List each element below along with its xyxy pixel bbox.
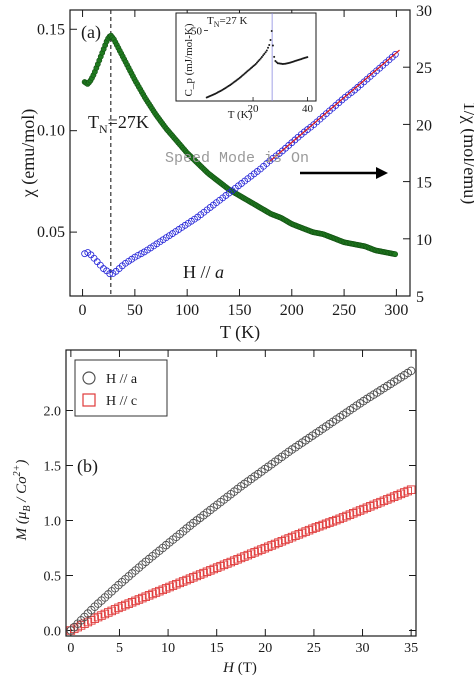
panel-a-series bbox=[81, 32, 400, 278]
x-tick-label: 250 bbox=[332, 302, 356, 319]
b-y-tick-label: 0.0 bbox=[44, 625, 62, 640]
curie-weiss-fit-line bbox=[268, 49, 400, 163]
heat-capacity-point bbox=[258, 58, 261, 61]
y-tick-label: 0.10 bbox=[37, 123, 65, 140]
inset-x-label: T (K) bbox=[228, 109, 253, 121]
b-y-tick-label: 2.0 bbox=[44, 405, 62, 420]
inset-y-tick-label: 50 bbox=[191, 26, 203, 38]
panel-b: (b) 0 5 10 15 20 25 30 35 0.0 0.5 1.0 1.5 2.0 H // a… bbox=[12, 349, 418, 676]
y2-tick-label: 20 bbox=[416, 117, 432, 134]
legend-marker-circle bbox=[82, 371, 96, 385]
h-parallel-a-point bbox=[406, 366, 416, 376]
legend-marker-square bbox=[82, 393, 96, 407]
panel-a-label: (a) bbox=[81, 22, 101, 43]
heat-capacity-point bbox=[270, 30, 273, 33]
b-x-tick-label: 5 bbox=[116, 641, 123, 656]
b-x-tick-label: 25 bbox=[307, 641, 321, 656]
b-x-tick-label: 10 bbox=[161, 641, 175, 656]
heat-capacity-point bbox=[259, 57, 262, 60]
heat-capacity-point bbox=[268, 43, 271, 46]
heat-capacity-point bbox=[256, 61, 259, 64]
heat-capacity-point bbox=[264, 51, 267, 54]
heat-capacity-point bbox=[267, 46, 270, 49]
panel-a-frame bbox=[69, 9, 411, 297]
b-x-tick-label: 20 bbox=[258, 641, 272, 656]
inset-x-tick-label: 20 bbox=[248, 103, 260, 115]
inset-ticks: 20 40 50 bbox=[191, 13, 314, 115]
heat-capacity-point bbox=[269, 38, 272, 41]
x-tick-label: 0 bbox=[79, 302, 87, 319]
y-tick-label: 0.15 bbox=[37, 21, 65, 38]
panel-a-ticks: 0 50 100 150 200 250 300 0.05 0.10 0.15 5 10 15 20 25 3… bbox=[37, 3, 432, 319]
inverse-chi-point bbox=[391, 50, 399, 58]
x-tick-label: 50 bbox=[127, 302, 143, 319]
heat-capacity-point bbox=[257, 60, 260, 63]
panel-a-y2-label: 1/χ (mol/emu) bbox=[459, 102, 474, 204]
inset-frame bbox=[175, 12, 317, 102]
y2-tick-label: 10 bbox=[416, 232, 432, 249]
field-annotation-a: H // a bbox=[183, 262, 224, 282]
legend-entry-a: H // a bbox=[106, 372, 138, 387]
heat-capacity-point bbox=[263, 52, 266, 55]
inset-tn-annotation: TN=27 K bbox=[207, 15, 247, 29]
panel-b-legend: H // a H // c bbox=[74, 359, 168, 417]
b-y-tick-label: 0.5 bbox=[44, 570, 62, 585]
inset-y-label: C_p (mJ/mol-K) bbox=[183, 23, 195, 96]
heat-capacity-point bbox=[265, 49, 268, 52]
tn-annotation: TN=27K bbox=[88, 112, 149, 136]
h-parallel-c-point bbox=[406, 485, 416, 494]
x-tick-label: 200 bbox=[280, 302, 304, 319]
panel-b-x-label: H (T) bbox=[222, 660, 257, 676]
chi-point bbox=[392, 251, 399, 258]
y-tick-label: 0.05 bbox=[37, 224, 65, 241]
y2-tick-label: 25 bbox=[416, 60, 432, 77]
inset-heat-capacity: 20 40 50 TN=27 K T (K) C_p (mJ/mol-K) bbox=[175, 12, 317, 121]
b-x-tick-label: 35 bbox=[404, 641, 418, 656]
b-x-tick-label: 30 bbox=[356, 641, 370, 656]
inverse-chi-point bbox=[106, 270, 114, 278]
heat-capacity-point bbox=[306, 56, 309, 59]
x-tick-label: 150 bbox=[227, 302, 251, 319]
heat-capacity-point bbox=[262, 54, 265, 57]
panel-b-ticks: 0 5 10 15 20 25 30 35 0.0 0.5 1.0 1.5 2.0 bbox=[44, 350, 418, 656]
heat-capacity-point bbox=[260, 56, 263, 58]
b-x-tick-label: 0 bbox=[67, 641, 74, 656]
heat-capacity-point bbox=[273, 55, 276, 58]
legend-entry-c: H // c bbox=[106, 394, 137, 409]
panel-b-series bbox=[66, 366, 416, 635]
y2-tick-label: 30 bbox=[416, 3, 432, 20]
x-tick-label: 300 bbox=[384, 302, 408, 319]
panel-a-y-label: χ (emu/mol) bbox=[18, 109, 39, 198]
watermark: Speed Mode is On bbox=[165, 150, 309, 167]
panel-b-y-label: M (μB / Co2+) bbox=[12, 460, 33, 542]
panel-b-frame bbox=[65, 349, 417, 637]
b-y-tick-label: 1.0 bbox=[44, 515, 62, 530]
heat-capacity-point bbox=[274, 60, 277, 63]
panel-a-x-label: T (K) bbox=[220, 322, 260, 343]
inverse-chi-point bbox=[81, 250, 89, 258]
x-tick-label: 100 bbox=[175, 302, 199, 319]
inset-x-tick-label: 40 bbox=[302, 103, 314, 115]
heat-capacity-point bbox=[254, 63, 257, 66]
inset-series bbox=[205, 30, 309, 99]
panel-a: (a) 0 50 100 150 200 250 300 0.05 0.10 0.15 5 10 15 2… bbox=[18, 3, 474, 343]
heat-capacity-point bbox=[271, 44, 274, 47]
b-x-tick-label: 15 bbox=[210, 641, 224, 656]
b-y-tick-label: 1.5 bbox=[44, 460, 62, 475]
y2-tick-label: 5 bbox=[416, 289, 424, 306]
inverse-chi-point bbox=[93, 258, 101, 266]
panel-b-label: (b) bbox=[77, 456, 98, 477]
y2-tick-label: 15 bbox=[416, 175, 432, 192]
inverse-chi-point bbox=[96, 261, 104, 269]
legend-frame bbox=[74, 359, 168, 417]
right-axis-arrow bbox=[300, 167, 388, 179]
inverse-chi-point bbox=[90, 254, 98, 262]
